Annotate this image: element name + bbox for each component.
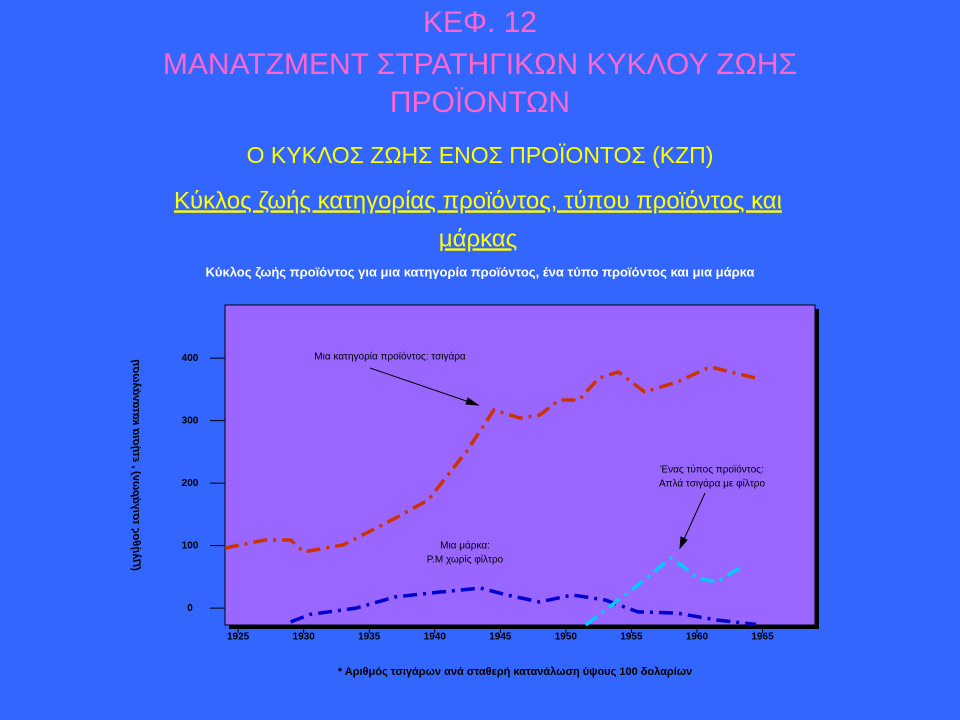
- title-line: ΜΑΝΑΤΖΜΕΝΤ ΣΤΡΑΤΗΓΙΚΩΝ ΚΥΚΛΟΥ ΖΩΗΣ: [163, 48, 797, 81]
- y-tick-label: 200: [182, 478, 199, 489]
- heading-line: μάρκας: [439, 225, 518, 252]
- slide-title: ΚΕΦ. 12 ΜΑΝΑΤΖΜΕΝΤ ΣΤΡΑΤΗΓΙΚΩΝ ΚΥΚΛΟΥ ΖΩ…: [163, 6, 797, 119]
- y-tick-label: 0: [187, 603, 193, 614]
- series-line: [584, 555, 744, 627]
- x-tick-label: 1955: [620, 632, 643, 643]
- x-tick-label: 1950: [555, 632, 578, 643]
- arrows: [369, 367, 706, 550]
- annotation: Μια μάρκα:: [440, 540, 490, 552]
- annotation: Απλά τσιγάρα με φίλτρο: [659, 478, 766, 490]
- annotation: P.M χωρίς φίλτρο: [427, 554, 504, 566]
- x-tick-label: 1925: [227, 632, 250, 643]
- arrow-head: [465, 397, 480, 406]
- plot-area: [224, 304, 816, 626]
- annotation: Μια κατηγορία προϊόντος: τσιγάρα: [314, 351, 466, 363]
- x-tick-label: 1935: [358, 632, 381, 643]
- arrow: [369, 367, 479, 406]
- title-line: ΚΕΦ. 12: [423, 6, 537, 39]
- y-tick-label: 100: [182, 540, 199, 551]
- x-tick-label: 1960: [686, 632, 709, 643]
- x-axis-label: * Αριθμός τσιγάρων ανά σταθερή κατανάλωσ…: [338, 666, 692, 678]
- chart-title: Κύκλος ζωής προϊόντος για μια κατηγορία …: [206, 264, 755, 279]
- x-tick-label: 1945: [489, 632, 512, 643]
- x-tick-label: 1940: [424, 632, 447, 643]
- title-line: ΠΡΟΪΟΝΤΩΝ: [390, 86, 570, 119]
- series-line: [224, 365, 757, 554]
- x-tick-label: 1930: [293, 632, 316, 643]
- subtitle: Ο ΚΥΚΛΟΣ ΖΩΗΣ ΕΝΟΣ ΠΡΟΪΟΝΤΟΣ (ΚΖΠ): [247, 142, 714, 168]
- x-tick-label: 1965: [751, 632, 774, 643]
- y-axis-label: (Πλήθος τσιγάρων) , ετήσια κατανάλωση: [130, 359, 142, 571]
- y-tick-label: 400: [182, 353, 199, 364]
- y-tick-label: 300: [182, 415, 199, 426]
- arrow-head: [679, 536, 688, 550]
- heading: Κύκλος ζωής κατηγορίας προϊόντος, τύπου …: [174, 187, 782, 252]
- series-line: [289, 586, 757, 627]
- annotation: Ένας τύπος προϊόντος:: [659, 464, 763, 476]
- heading-line: Κύκλος ζωής κατηγορίας προϊόντος, τύπου …: [174, 187, 782, 214]
